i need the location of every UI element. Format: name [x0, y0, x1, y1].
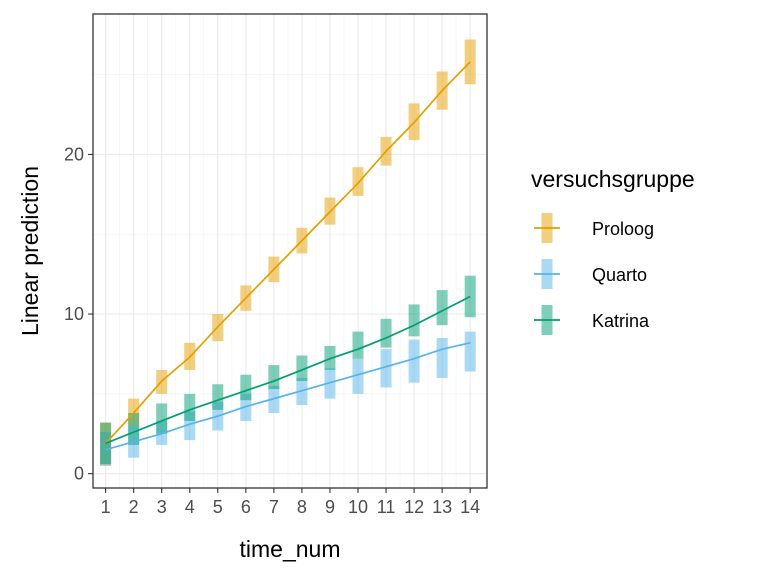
series-line-katrina — [105, 295, 471, 445]
ci-bar-katrina — [156, 403, 168, 434]
panel-border — [92, 13, 488, 489]
ci-bar-quarto — [184, 411, 196, 441]
ci-bar-katrina — [128, 412, 140, 445]
legend: versuchsgruppe Proloog Quarto Katrina — [531, 166, 695, 335]
legend-label: Quarto — [592, 265, 647, 285]
legend-item-proloog: Proloog — [534, 213, 654, 243]
ci-bar-quarto — [380, 349, 392, 388]
x-tick-label: 14 — [460, 497, 480, 517]
x-tick-label: 11 — [377, 497, 396, 517]
ci-bar-katrina — [268, 365, 280, 390]
ci-bar-katrina — [212, 384, 224, 410]
legend-label: Katrina — [592, 311, 650, 331]
x-axis-title: time_num — [240, 536, 341, 562]
ci-bar-proloog — [352, 167, 364, 196]
ci-bar-quarto — [464, 331, 476, 372]
y-axis: 0 10 20 — [64, 144, 93, 484]
ci-bar-katrina — [296, 355, 308, 382]
plot-panel — [92, 13, 488, 489]
legend-title: versuchsgruppe — [531, 166, 695, 192]
ci-bar-katrina — [352, 331, 364, 359]
y-axis-title: Linear prediction — [17, 166, 43, 336]
legend-item-katrina: Katrina — [534, 305, 650, 335]
ci-bar-quarto — [436, 337, 448, 378]
legend-items: Proloog Quarto Katrina — [534, 213, 654, 335]
ci-bar-katrina — [436, 290, 448, 326]
x-tick-label: 9 — [325, 497, 335, 517]
minor-gridlines — [93, 14, 487, 488]
x-tick-label: 5 — [213, 497, 223, 517]
y-tick-label: 10 — [64, 304, 84, 324]
ci-bar-katrina — [380, 318, 392, 348]
x-axis: 1 2 3 4 5 6 7 8 9 10 11 12 13 14 — [101, 488, 480, 517]
x-tick-label: 13 — [432, 497, 452, 517]
ci-bar-katrina — [408, 304, 420, 337]
x-tick-label: 10 — [348, 497, 368, 517]
y-tick-label: 0 — [74, 464, 84, 484]
series-line-quarto — [105, 341, 471, 451]
ci-bar-katrina — [240, 374, 252, 401]
x-tick-label: 2 — [129, 497, 139, 517]
x-tick-label: 7 — [269, 497, 279, 517]
legend-label: Proloog — [592, 219, 654, 239]
ci-bar-quarto — [408, 339, 420, 383]
y-tick-label: 20 — [64, 144, 84, 164]
ci-bar-katrina — [464, 275, 476, 318]
series-line-proloog — [104, 61, 471, 444]
x-tick-label: 8 — [297, 497, 307, 517]
x-tick-label: 1 — [101, 497, 111, 517]
series-layer — [100, 39, 476, 466]
x-tick-label: 6 — [241, 497, 251, 517]
legend-item-quarto: Quarto — [534, 259, 647, 289]
x-tick-label: 4 — [185, 497, 195, 517]
x-tick-label: 3 — [157, 497, 167, 517]
ci-bar-quarto — [352, 358, 364, 394]
x-tick-label: 12 — [404, 497, 424, 517]
ci-bar-katrina — [184, 393, 196, 421]
